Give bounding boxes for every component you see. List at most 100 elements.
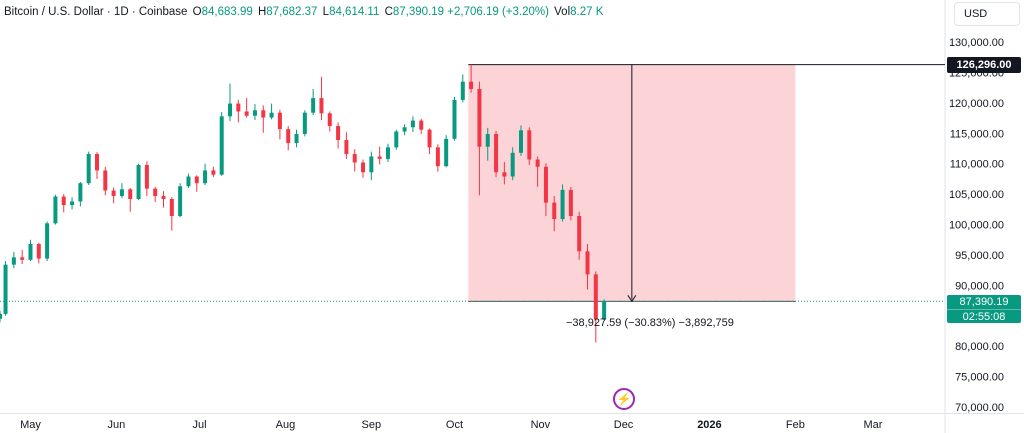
- candle-body: [327, 113, 332, 127]
- price-axis-tick-label: 105,000.00: [949, 189, 1004, 201]
- candle-body: [452, 99, 457, 139]
- candle-body: [53, 196, 58, 224]
- candle-body: [510, 152, 515, 177]
- candle-body: [294, 133, 299, 144]
- candle-body: [153, 188, 158, 196]
- candle-body: [427, 129, 432, 148]
- candle-body: [186, 176, 191, 187]
- range-arrow-head: [627, 295, 637, 303]
- candle-body: [402, 127, 407, 132]
- time-axis-tick-label: Nov: [531, 419, 551, 431]
- candle-body: [494, 133, 499, 173]
- candle-body: [0, 313, 2, 319]
- candle-body: [311, 98, 316, 113]
- high-label: H: [257, 6, 267, 18]
- open-label: O: [192, 6, 202, 18]
- candle-body: [161, 195, 166, 200]
- candle-body: [119, 189, 124, 196]
- price-range-measure-label: −38,927.59 (−30.83%) −3,892,759: [566, 317, 734, 329]
- range-high-price-flag: 126,296.00: [947, 57, 1021, 73]
- candle-body: [36, 243, 41, 259]
- time-axis-tick-label: Mar: [863, 419, 882, 431]
- price-axis-tick-label: 110,000.00: [950, 159, 1004, 171]
- candle-body: [94, 154, 99, 171]
- candle-body: [269, 112, 274, 118]
- time-axis-tick-label: Feb: [786, 419, 805, 431]
- candle-body: [144, 164, 149, 189]
- candle-body: [602, 301, 607, 320]
- candle-body: [194, 176, 199, 184]
- candle-body: [277, 112, 282, 130]
- candle-body: [485, 133, 490, 147]
- low-label: L: [322, 6, 330, 18]
- volume-label: Vol: [554, 6, 571, 18]
- last-price-flag: 87,390.19 02:55:08: [947, 295, 1021, 323]
- candle-body: [169, 199, 174, 217]
- candle-body: [252, 110, 257, 116]
- candle-body: [460, 81, 465, 100]
- open-value: 84,683.99: [201, 6, 253, 18]
- candle-body: [477, 88, 482, 147]
- candle-body: [219, 116, 224, 175]
- price-axis-tick-label: 130,000.00: [949, 37, 1004, 49]
- symbol-title[interactable]: Bitcoin / U.S. Dollar · 1D · Coinbase: [4, 6, 188, 18]
- price-axis-tick-label: 70,000.00: [955, 402, 1004, 414]
- candle-body: [469, 81, 474, 89]
- candle-body: [377, 156, 382, 159]
- close-label: C: [384, 6, 393, 18]
- candle-body: [435, 147, 440, 167]
- candle-body: [568, 189, 573, 217]
- candle-body: [20, 257, 25, 260]
- candle-body: [302, 112, 307, 134]
- candle-body: [128, 189, 133, 200]
- candle-body: [527, 130, 532, 160]
- candle-body: [178, 186, 183, 217]
- close-value: 87,390.19: [392, 6, 445, 18]
- price-axis-tick-label: 80,000.00: [955, 341, 1004, 353]
- candle-body: [593, 274, 598, 320]
- time-axis-tick-label: May: [20, 419, 41, 431]
- price-axis-tick-label: 75,000.00: [955, 372, 1004, 384]
- candle-body: [28, 243, 33, 260]
- volume-value: 8.27 K: [570, 6, 604, 18]
- candle-body: [394, 131, 399, 148]
- candle-body: [352, 154, 357, 163]
- candle-body: [228, 103, 233, 117]
- candle-body: [61, 196, 66, 206]
- candle-body: [585, 251, 590, 275]
- candle-body: [361, 162, 366, 173]
- candle-body: [286, 129, 291, 144]
- time-axis-tick-label: Jun: [108, 419, 126, 431]
- last-price-value: 87,390.19: [959, 296, 1009, 308]
- candle-body: [86, 154, 91, 184]
- candle-body: [444, 138, 449, 167]
- candle-body: [518, 130, 523, 153]
- time-axis-tick-label: Aug: [276, 419, 296, 431]
- low-value: 84,614.11: [329, 6, 380, 18]
- candle-body: [11, 257, 16, 265]
- candle-body: [111, 190, 116, 196]
- high-value: 87,682.37: [266, 6, 318, 18]
- candle-body: [535, 159, 540, 167]
- candle-body: [552, 202, 557, 220]
- candle-body: [45, 223, 50, 259]
- candle-body: [78, 183, 83, 202]
- candle-body: [543, 166, 548, 203]
- candle-body: [336, 126, 341, 141]
- time-axis-tick-label: Sep: [362, 419, 382, 431]
- price-axis-tick-label: 120,000.00: [949, 98, 1004, 110]
- change-value: +2,706.19 (+3.20%): [447, 6, 549, 18]
- candle-body: [577, 216, 582, 252]
- candle-body: [369, 156, 374, 173]
- symbol-header: Bitcoin / U.S. Dollar · 1D · Coinbase O8…: [4, 6, 603, 18]
- time-axis-tick-label: Jul: [192, 419, 206, 431]
- time-axis-tick-label: Oct: [446, 419, 463, 431]
- candle-body: [3, 264, 8, 314]
- candle-body: [203, 170, 208, 184]
- currency-selector-button[interactable]: USD: [954, 2, 1020, 26]
- lightning-bolt-icon[interactable]: ⚡: [613, 388, 635, 410]
- candle-body: [410, 120, 415, 128]
- candle-body: [244, 111, 249, 116]
